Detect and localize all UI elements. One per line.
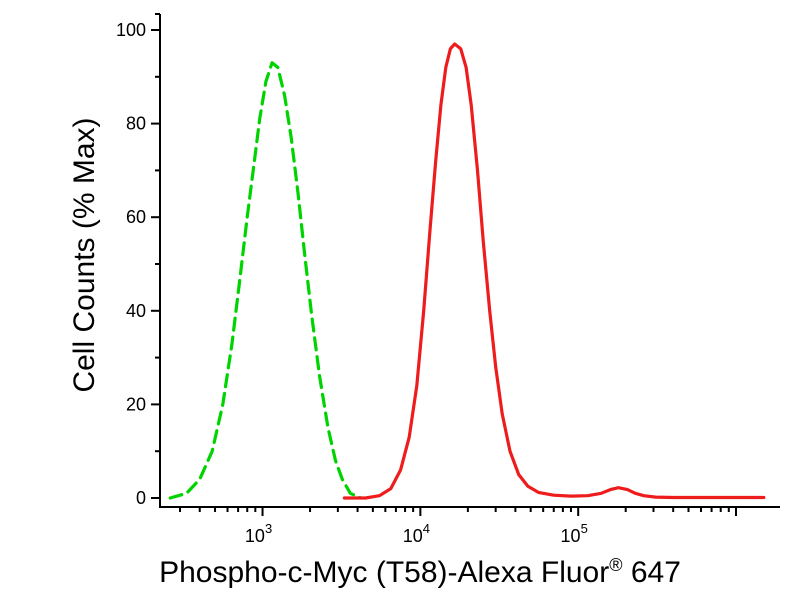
series-curve-sample-solid	[342, 42, 766, 500]
y-axis-label: Cell Counts (% Max)	[68, 117, 101, 393]
x-tick-label: 103	[245, 521, 272, 546]
y-tick-label: 20	[126, 394, 146, 414]
y-tick-label: 100	[116, 20, 146, 40]
x-axis-label: Phospho-c-Myc (T58)-Alexa Fluor® 647	[159, 556, 681, 590]
x-axis-label-main: Phospho-c-Myc (T58)-Alexa Fluor	[159, 556, 610, 589]
y-tick-label: 0	[136, 488, 146, 508]
x-tick-label: 104	[403, 521, 430, 546]
y-tick-label: 80	[126, 114, 146, 134]
y-tick-label: 40	[126, 301, 146, 321]
x-axis-label-suffix: 647	[622, 556, 681, 589]
registered-trademark-symbol: ®	[609, 555, 623, 575]
x-tick-label: 105	[561, 521, 588, 546]
series-curve-control-dashed	[168, 61, 363, 500]
y-tick-label: 60	[126, 207, 146, 227]
